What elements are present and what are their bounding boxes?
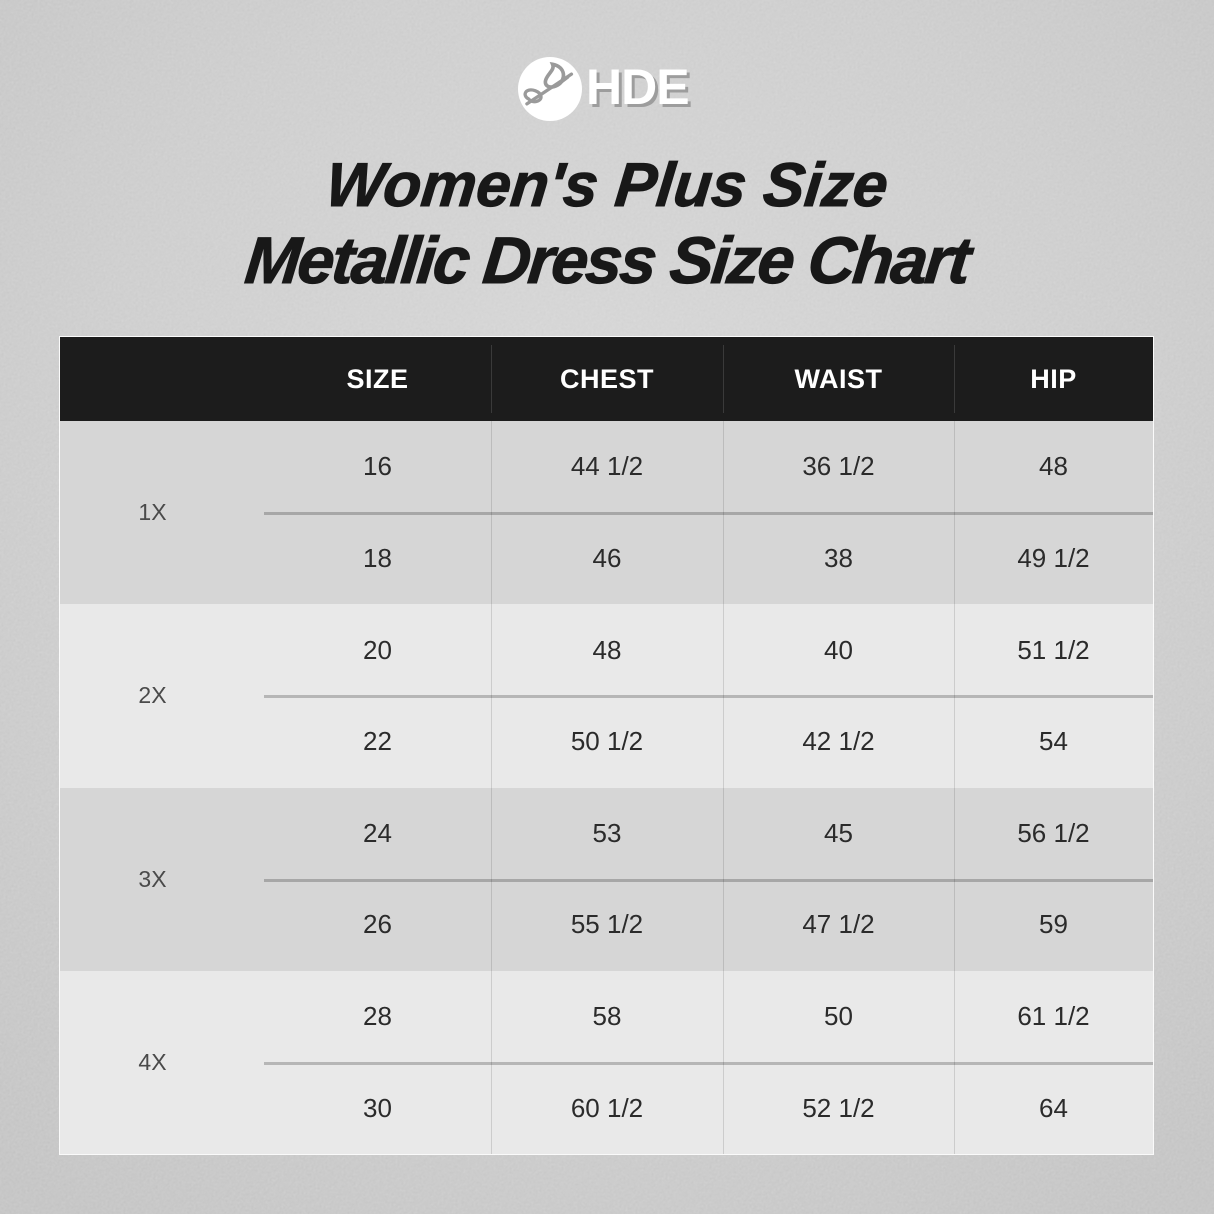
svg-text:HDE: HDE: [586, 59, 689, 115]
